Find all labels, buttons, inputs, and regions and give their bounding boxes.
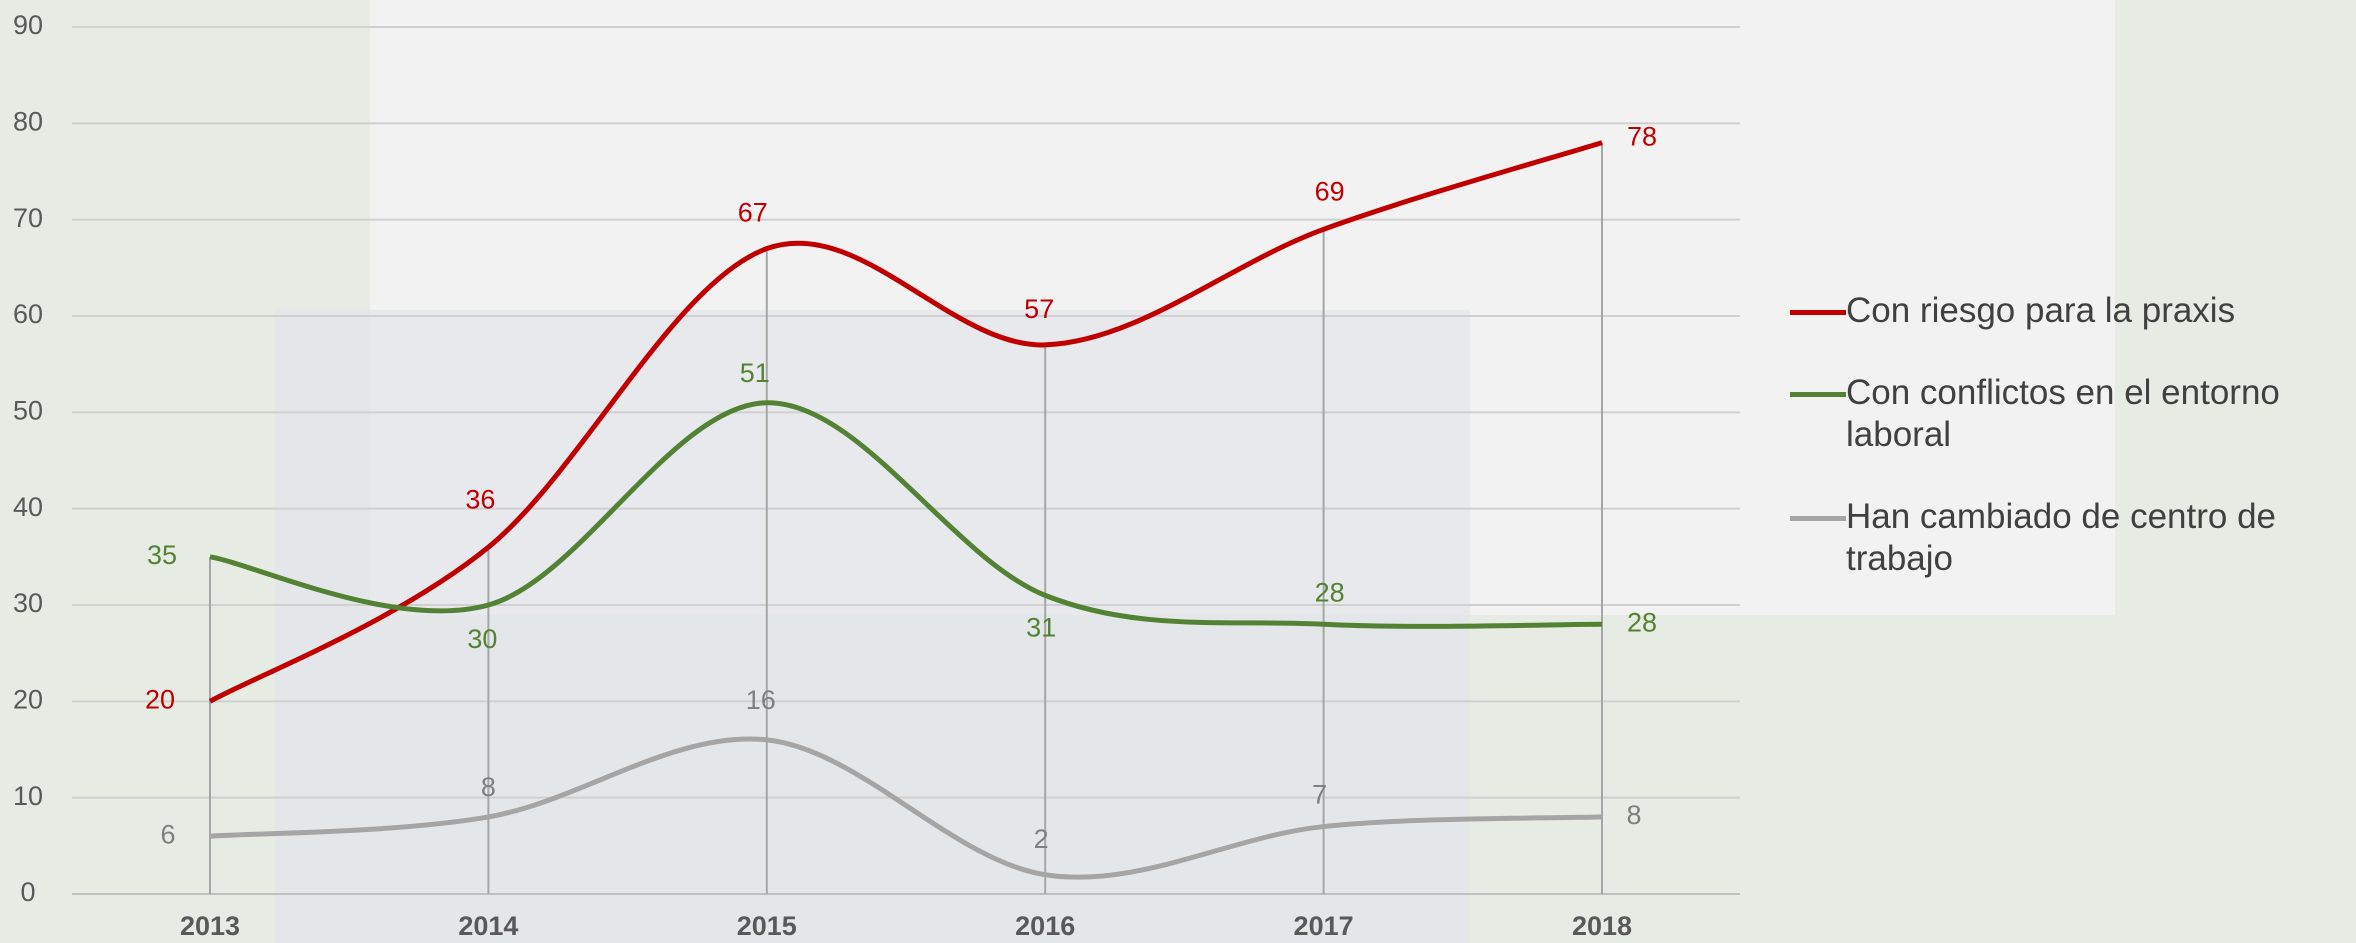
y-tick-label: 10 [13, 781, 43, 811]
data-label: 20 [145, 684, 175, 714]
data-label: 2 [1034, 824, 1049, 854]
x-tick-label: 2014 [458, 911, 518, 941]
data-label: 69 [1315, 176, 1345, 206]
data-label: 7 [1312, 780, 1327, 810]
x-tick-label: 2015 [737, 911, 797, 941]
data-label: 28 [1315, 577, 1345, 607]
data-label: 16 [746, 685, 776, 715]
y-tick-label: 60 [13, 299, 43, 329]
line-series [208, 140, 1603, 704]
data-label: 51 [740, 358, 770, 388]
y-tick-label: 70 [13, 203, 43, 233]
x-tick-label: 2018 [1572, 911, 1632, 941]
legend-item: Han cambiado de centro de trabajo [1790, 496, 2350, 580]
background-image [275, 310, 1470, 943]
data-label: 28 [1627, 607, 1657, 637]
data-label: 57 [1024, 294, 1054, 324]
y-tick-label: 40 [13, 492, 43, 522]
y-tick-label: 50 [13, 395, 43, 425]
legend-item: Con riesgo para la praxis [1790, 290, 2350, 332]
y-tick-label: 0 [20, 877, 35, 907]
y-tick-label: 20 [13, 684, 43, 714]
legend-swatch [1790, 310, 1846, 315]
data-label: 8 [481, 772, 496, 802]
legend-label: Han cambiado de centro de trabajo [1846, 497, 2276, 578]
x-tick-label: 2013 [180, 911, 240, 941]
x-tick-label: 2016 [1015, 911, 1075, 941]
data-label: 67 [738, 198, 768, 228]
y-tick-label: 30 [13, 588, 43, 618]
line-series [209, 736, 1603, 880]
data-label: 6 [160, 819, 175, 849]
legend: Con riesgo para la praxis Con conflictos … [1790, 290, 2350, 620]
legend-swatch [1790, 392, 1846, 397]
data-label: 36 [465, 484, 495, 514]
legend-label: Con conflictos en el entorno laboral [1846, 373, 2280, 454]
y-tick-label: 90 [13, 10, 43, 40]
legend-item: Con conflictos en el entorno laboral [1790, 372, 2350, 456]
legend-label: Con riesgo para la praxis [1846, 291, 2236, 330]
y-tick-label: 80 [13, 106, 43, 136]
data-label: 78 [1627, 122, 1657, 152]
data-label: 30 [467, 624, 497, 654]
legend-swatch [1790, 516, 1846, 521]
data-label: 35 [147, 540, 177, 570]
x-tick-label: 2017 [1294, 911, 1354, 941]
data-label: 31 [1026, 612, 1056, 642]
line-series [209, 400, 1603, 629]
data-label: 8 [1626, 800, 1641, 830]
